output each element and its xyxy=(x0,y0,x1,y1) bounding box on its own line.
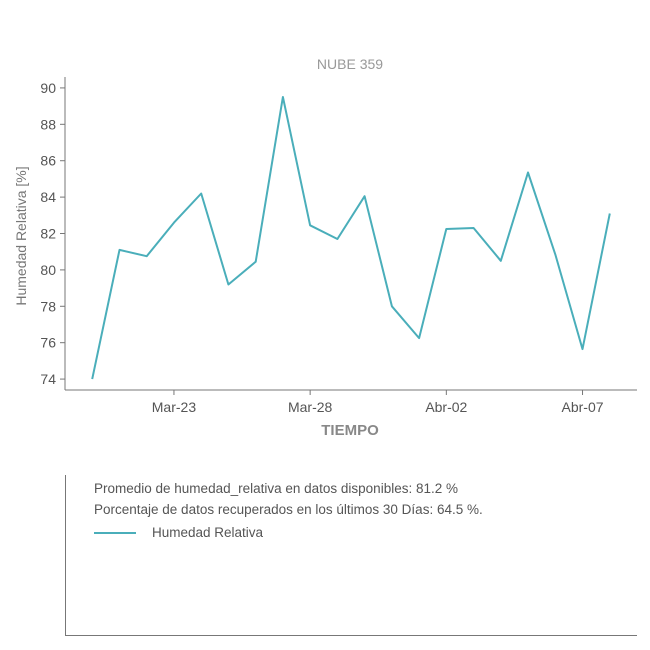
x-tick-label: Abr-07 xyxy=(562,399,604,415)
x-tick-label: Mar-23 xyxy=(152,399,197,415)
y-tick-label: 88 xyxy=(40,116,56,132)
y-tick-label: 86 xyxy=(40,153,56,169)
y-tick-label: 82 xyxy=(40,226,56,242)
legend-label: Humedad Relativa xyxy=(152,525,264,540)
x-axis-label: TIEMPO xyxy=(321,422,379,439)
y-tick-label: 76 xyxy=(40,335,56,351)
x-tick-label: Mar-28 xyxy=(288,399,333,415)
series-line-humedad-relativa xyxy=(91,96,611,380)
info-panel: Promedio de humedad_relativa en datos di… xyxy=(65,475,637,636)
y-tick-label: 80 xyxy=(40,262,56,278)
legend: Humedad Relativa xyxy=(94,525,263,540)
plot-area: 74 76 78 80 82 84 86 88 90 Mar-23 Mar-28 Abr-02 Abr-… xyxy=(40,77,637,415)
average-humidity-text: Promedio de humedad_relativa en datos di… xyxy=(94,481,458,496)
y-tick-label: 84 xyxy=(40,189,56,205)
recovered-data-text: Porcentaje de datos recuperados en los ú… xyxy=(94,502,483,517)
chart-title: NUBE 359 xyxy=(317,56,383,72)
humidity-line-chart: NUBE 359 74 76 78 80 82 84 86 88 90 Mar-23 Mar-28 A… xyxy=(13,56,637,439)
y-tick-label: 74 xyxy=(40,371,56,387)
y-tick-label: 78 xyxy=(40,298,56,314)
x-tick-label: Abr-02 xyxy=(425,399,467,415)
y-axis-label: Humedad Relativa [%] xyxy=(13,166,29,305)
y-tick-label: 90 xyxy=(40,80,56,96)
legend-line-swatch xyxy=(94,531,136,534)
